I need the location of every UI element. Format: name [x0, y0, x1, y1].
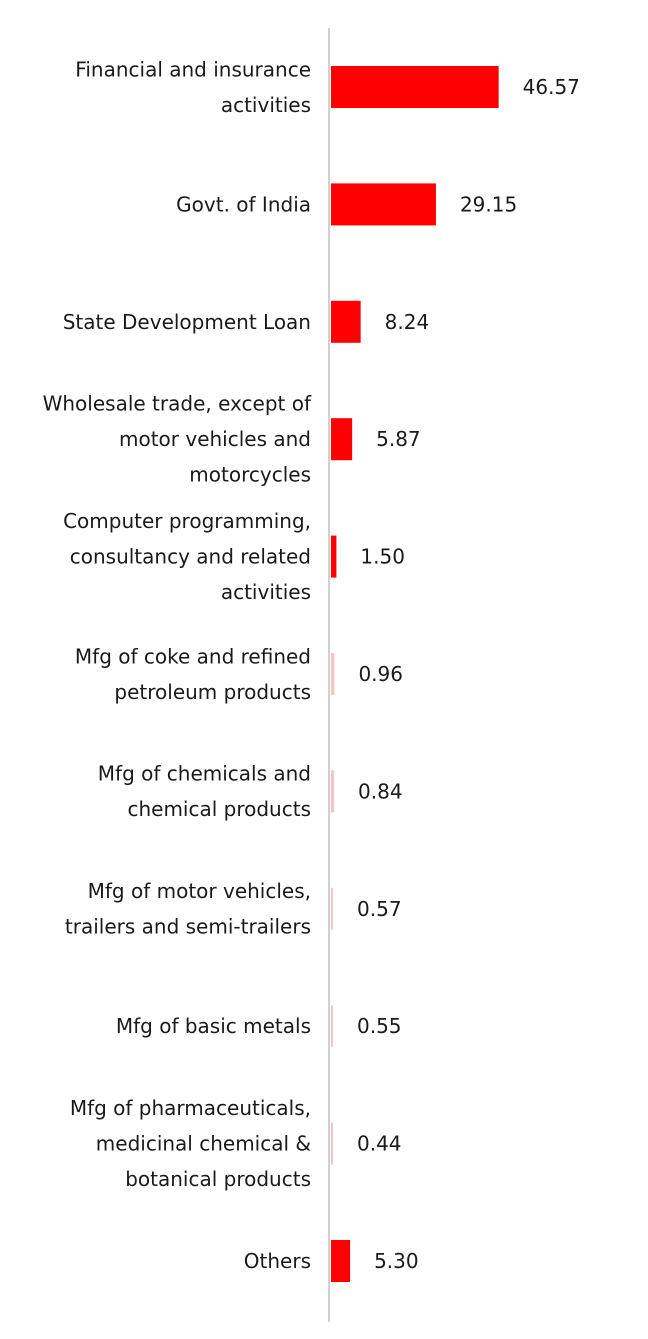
category-label-10: Others [244, 1249, 311, 1273]
bar-1 [331, 183, 436, 226]
category-labels: Financial and insurance activities Govt. o… [43, 57, 312, 1273]
category-label-3: Wholesale trade, except of motor vehicles… [43, 392, 312, 487]
category-label-line: botanical products [125, 1167, 311, 1191]
category-label-2: State Development Loan [63, 310, 311, 334]
category-label-line: activities [221, 580, 311, 604]
category-label-line: Mfg of pharmaceuticals, [70, 1096, 311, 1120]
value-labels: 46.57 29.15 8.24 5.87 1.50 0.96 0.84 0.57 0.55 0.… [357, 75, 580, 1273]
bar-2 [331, 300, 361, 343]
value-label-3: 5.87 [376, 427, 421, 451]
category-label-7: Mfg of motor vehicles, trailers and semi-… [65, 879, 311, 939]
bar-0 [331, 66, 499, 108]
value-label-4: 1.50 [360, 545, 405, 569]
bar-4 [331, 535, 337, 578]
category-label-line: consultancy and related [70, 545, 311, 569]
value-label-0: 46.57 [523, 75, 580, 99]
category-label-line: Mfg of basic metals [116, 1014, 311, 1038]
category-label-line: State Development Loan [63, 310, 311, 334]
category-label-line: Computer programming, [63, 509, 311, 533]
category-label-line: motor vehicles and [119, 427, 311, 451]
category-label-4: Computer programming, consultancy and rel… [63, 509, 311, 604]
category-label-line: Mfg of coke and refined [75, 644, 311, 668]
value-label-5: 0.96 [358, 662, 403, 686]
category-label-9: Mfg of pharmaceuticals, medicinal chemica… [70, 1096, 311, 1191]
bar-5 [331, 653, 335, 695]
category-label-line: Mfg of chemicals and [98, 762, 311, 786]
value-label-7: 0.57 [357, 897, 402, 921]
category-label-line: Govt. of India [176, 192, 311, 216]
category-label-5: Mfg of coke and refined petroleum product… [75, 644, 311, 704]
bar-8 [331, 1005, 333, 1048]
category-label-line: Wholesale trade, except of [43, 392, 312, 416]
value-label-6: 0.84 [358, 779, 403, 803]
bar-10 [331, 1240, 351, 1282]
category-label-line: medicinal chemical & [96, 1132, 311, 1156]
category-label-line: Financial and insurance [75, 57, 311, 81]
category-label-line: petroleum products [114, 680, 311, 704]
value-label-10: 5.30 [374, 1249, 419, 1273]
category-label-line: Mfg of motor vehicles, [88, 879, 311, 903]
category-label-line: chemical products [127, 797, 311, 821]
category-label-line: trailers and semi-trailers [65, 915, 311, 939]
category-label-line: Others [244, 1249, 311, 1273]
bar-6 [331, 770, 335, 813]
category-label-6: Mfg of chemicals and chemical products [98, 762, 311, 822]
value-label-9: 0.44 [357, 1132, 402, 1156]
bars-layer [331, 66, 499, 1282]
value-label-1: 29.15 [460, 192, 517, 216]
value-label-2: 8.24 [385, 310, 430, 334]
category-label-line: activities [221, 93, 311, 117]
category-label-0: Financial and insurance activities [75, 57, 311, 117]
category-label-1: Govt. of India [176, 192, 311, 216]
bar-7 [331, 887, 334, 930]
category-label-8: Mfg of basic metals [116, 1014, 311, 1038]
bar-9 [331, 1122, 333, 1165]
category-label-line: motorcycles [189, 463, 311, 487]
value-label-8: 0.55 [357, 1014, 402, 1038]
bar-3 [331, 418, 353, 461]
